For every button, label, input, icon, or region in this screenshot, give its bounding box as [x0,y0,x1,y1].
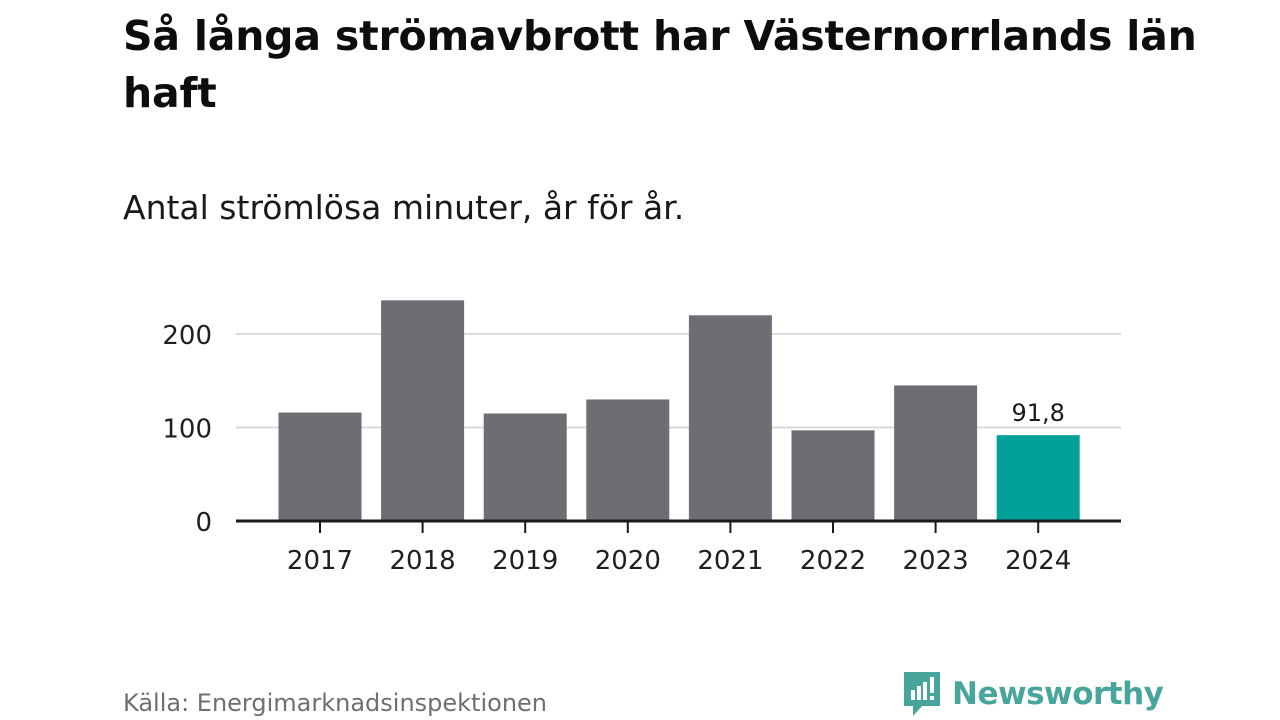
x-axis [236,519,1121,533]
x-tick-label-2019: 2019 [492,546,558,576]
gridlines [236,333,1121,429]
bar-2021 [688,315,772,521]
x-tick-label-2024: 2024 [1005,546,1071,576]
x-tick-label-2020: 2020 [595,546,661,576]
labels: 0 100 200 2017 2018 2019 2020 2021 2022 2023 2024 9… [162,321,1071,576]
x-tick-label-2021: 2021 [697,546,763,576]
x-tick-label-2023: 2023 [903,546,969,576]
bar-2017 [278,412,362,521]
source-note: Källa: Energimarknadsinspektionen [123,689,548,717]
brand-name: Newsworthy [952,676,1164,712]
bar-chart: 0 100 200 2017 2018 2019 2020 2021 2022 2023 2024 9… [162,300,1121,576]
bar-2024 [996,435,1080,521]
bar-2023 [894,385,978,521]
chart-title: Så långa strömavbrott har Västernorrland… [123,12,1197,117]
bar-2018 [381,300,465,521]
bar-2022 [791,430,875,521]
bars [278,300,1080,521]
y-tick-label: 200 [162,321,212,351]
brand: Newsworthy [902,670,1164,718]
data-label-2024: 91,8 [1011,399,1064,427]
x-tick-label-2018: 2018 [390,546,456,576]
newsworthy-logo-icon [904,672,940,716]
x-tick-label-2022: 2022 [800,546,866,576]
y-tick-label: 0 [195,508,212,538]
chart-subtitle: Antal strömlösa minuter, år för år. [123,188,685,227]
bar-2020 [586,399,670,521]
bar-2019 [483,413,567,521]
y-tick-label: 100 [162,415,212,445]
x-tick-label-2017: 2017 [287,546,353,576]
